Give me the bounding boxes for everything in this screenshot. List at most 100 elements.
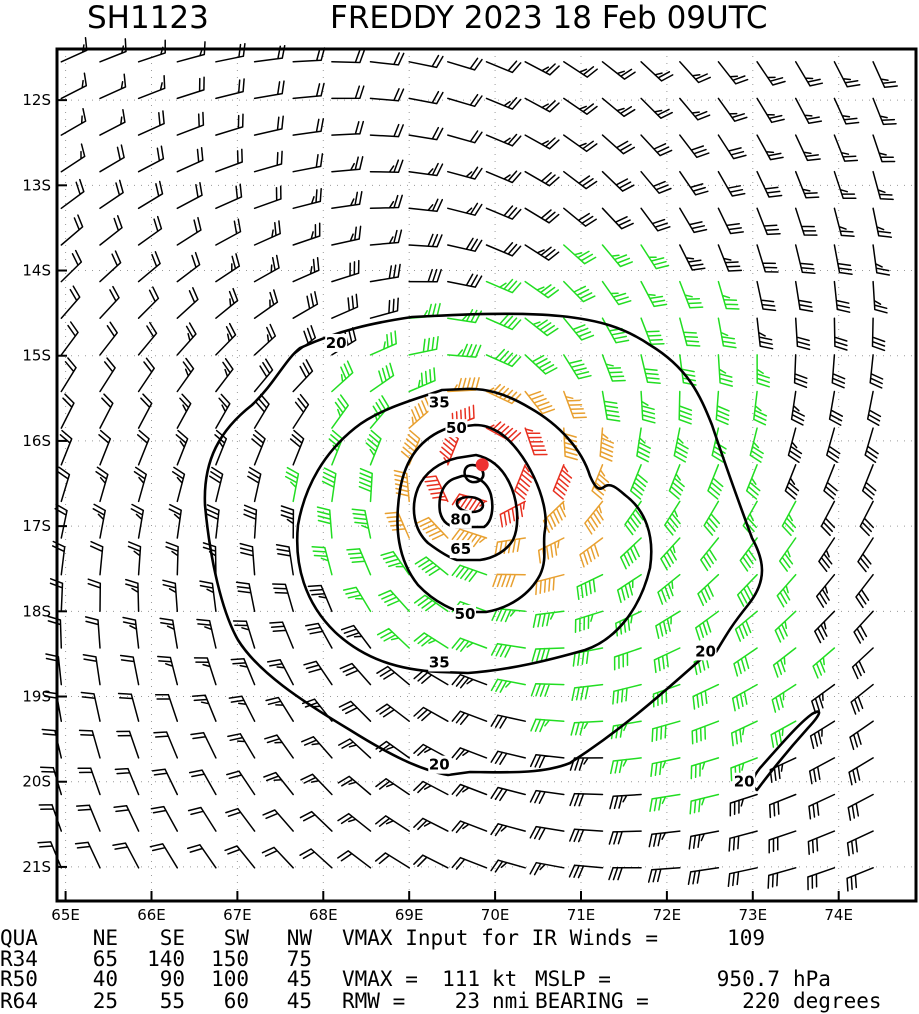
wind-barb-374	[82, 653, 101, 686]
wind-barb-97	[408, 198, 444, 213]
wind-barb-288	[168, 503, 182, 539]
wind-barb-149	[717, 280, 740, 310]
wind-barb-372	[851, 647, 874, 680]
wind-barb-240	[826, 427, 841, 463]
wind-barb-175	[871, 317, 886, 352]
wind-barb-370	[772, 647, 797, 678]
contour-35	[295, 387, 653, 675]
wind-barb-500	[687, 867, 720, 886]
wind-barb-303	[739, 537, 758, 572]
wind-barb-136	[215, 253, 241, 283]
wind-barb-270	[321, 467, 337, 503]
x-tick-label-73: 73E	[739, 906, 768, 924]
wind-barb-37	[640, 97, 673, 119]
wind-barb-24	[137, 74, 166, 100]
wind-barb-226	[292, 393, 310, 429]
wind-barb-418	[78, 729, 101, 759]
wind-barb-225	[253, 393, 270, 429]
wind-barb-227	[331, 394, 349, 429]
wind-barb-259	[745, 464, 761, 500]
wind-barb-112	[137, 215, 163, 246]
wind-barb-188	[524, 354, 558, 375]
info-quad-sw: SW	[224, 926, 250, 950]
wind-barb-29	[331, 85, 365, 100]
wind-barb-300	[619, 537, 642, 570]
wind-barb-75	[408, 162, 444, 177]
wind-barb-422	[227, 733, 256, 759]
wind-barb-181	[253, 323, 277, 356]
wind-barb-70	[215, 148, 243, 173]
wind-barb-359	[340, 624, 372, 649]
wind-barb-22	[60, 72, 88, 100]
wind-barb-108	[833, 207, 855, 238]
wind-barb-81	[640, 170, 672, 194]
y-tick-label-13: 13S	[22, 176, 51, 194]
wind-barb-488	[224, 845, 256, 869]
wind-barb-404	[375, 703, 410, 722]
wind-barb-106	[756, 207, 781, 236]
wind-barb-84	[756, 170, 783, 198]
wind-barb-53	[408, 126, 444, 141]
wind-barb-484	[74, 841, 101, 869]
wind-barb-381	[339, 662, 372, 686]
x-tick-label-70: 70E	[481, 906, 510, 924]
info-degrees-text: degrees	[793, 989, 882, 1013]
wind-barb-59	[640, 134, 673, 157]
wind-barb-190	[601, 354, 626, 382]
wind-barb-326	[776, 573, 797, 608]
wind-barb-117	[331, 225, 362, 246]
wind-barb-386	[530, 683, 565, 697]
wind-barb-430	[529, 754, 565, 769]
wind-barb-68	[137, 145, 165, 173]
wind-barb-123	[563, 244, 597, 265]
wind-barb-111	[99, 215, 123, 246]
wind-barb-100	[524, 207, 560, 224]
wind-barb-65	[872, 134, 896, 163]
info-vmax-value: 111	[442, 967, 480, 991]
wind-barb-306	[857, 537, 874, 573]
wind-barb-325	[736, 573, 758, 607]
wind-barb-324	[697, 573, 720, 607]
y-tick-label-21: 21S	[22, 858, 51, 876]
wind-barb-41	[794, 97, 823, 124]
wind-barb-462	[75, 804, 101, 832]
wind-barb-186	[447, 343, 482, 358]
wind-barb-194	[756, 354, 770, 388]
wind-barb-267	[209, 466, 224, 503]
wind-barb-364	[531, 647, 565, 662]
wind-barb-20	[833, 61, 861, 88]
info-nmi-text: nmi	[492, 989, 530, 1013]
wind-barb-320	[535, 573, 565, 596]
wind-barb-60	[679, 134, 710, 159]
wind-barb-33	[485, 97, 522, 110]
wind-barb-445	[263, 771, 294, 796]
wind-barb-333	[199, 580, 217, 613]
contour-50	[396, 423, 547, 614]
wind-barb-104	[679, 207, 708, 234]
wind-barb-212	[601, 390, 621, 422]
wind-barb-266	[171, 466, 186, 503]
wind-barb-135	[176, 251, 201, 283]
contour-label-bg-0	[325, 333, 348, 352]
wind-barb-360	[376, 627, 410, 649]
wind-barb-160	[292, 291, 319, 319]
plot-frame	[55, 47, 918, 903]
y-tick-label-17: 17S	[22, 517, 51, 535]
wind-barb-289	[205, 504, 220, 539]
wind-barb-50	[292, 118, 325, 136]
wind-barb-323	[657, 573, 681, 605]
wind-barb-481	[807, 830, 836, 855]
wind-barb-492	[374, 852, 410, 869]
wind-barb-388	[612, 683, 642, 705]
wind-barb-355	[196, 618, 217, 649]
wind-barb-423	[264, 734, 294, 759]
wind-barb-128	[756, 244, 779, 273]
wind-barb-109	[872, 207, 893, 238]
wind-barb-327	[815, 573, 836, 608]
x-tick-label-67: 67E	[223, 906, 252, 924]
wind-barb-73	[331, 156, 364, 173]
wind-barb-211	[563, 390, 587, 419]
contour-label-bg-5	[428, 653, 451, 672]
contour-65	[412, 453, 519, 562]
wind-barb-82	[679, 170, 709, 196]
